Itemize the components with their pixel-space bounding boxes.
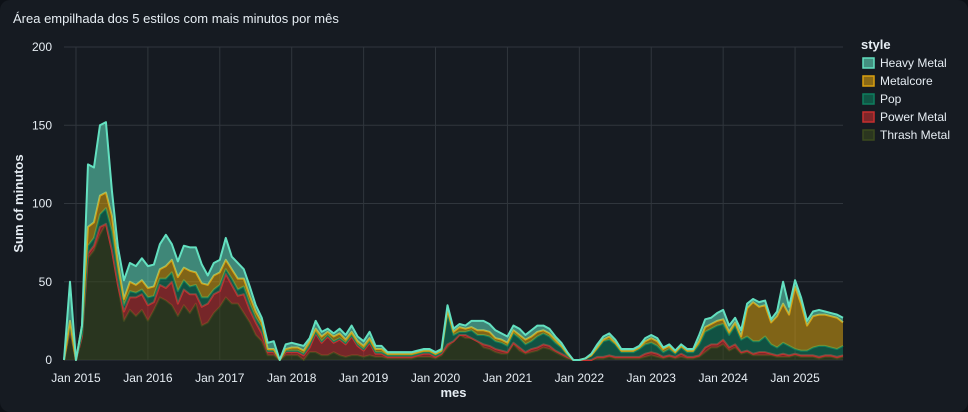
- x-tick-label: Jan 2023: [627, 371, 677, 385]
- legend-swatch[interactable]: [862, 57, 875, 69]
- x-tick-label: Jan 2016: [123, 371, 173, 385]
- y-tick-label: 100: [32, 197, 52, 211]
- area-series-group: [63, 121, 844, 361]
- legend-item-label[interactable]: Pop: [880, 92, 902, 106]
- y-tick-label: 50: [39, 275, 53, 289]
- y-axis-title: Sum of minutos: [11, 154, 26, 252]
- x-axis-ticks: Jan 2015 Jan 2016 Jan 2017 Jan 2018 Jan 2019…: [51, 371, 820, 385]
- y-tick-label: 200: [32, 40, 52, 54]
- y-tick-label: 150: [32, 118, 52, 132]
- line-heavy-metal: [63, 121, 844, 361]
- chart-title: Área empilhada dos 5 estilos com mais mi…: [13, 11, 339, 26]
- x-tick-label: Jan 2015: [51, 371, 101, 385]
- legend-item-label[interactable]: Metalcore: [880, 74, 933, 88]
- legend-swatch[interactable]: [862, 93, 875, 105]
- x-tick-label: Jan 2024: [698, 371, 748, 385]
- x-tick-label: Jan 2025: [770, 371, 820, 385]
- x-tick-label: Jan 2020: [411, 371, 461, 385]
- x-tick-label: Jan 2017: [195, 371, 245, 385]
- x-tick-label: Jan 2018: [267, 371, 317, 385]
- legend-title: style: [861, 37, 891, 52]
- x-tick-label: Jan 2021: [483, 371, 533, 385]
- area-thrash-metal: [64, 223, 843, 360]
- legend-item-label[interactable]: Power Metal: [880, 110, 947, 124]
- legend-swatch[interactable]: [862, 75, 875, 87]
- y-axis-ticks: 0 50 100 150 200: [32, 40, 52, 367]
- legend-swatch[interactable]: [862, 129, 875, 141]
- legend: style Heavy Metal Metalcore Pop Power Metal T…: [861, 37, 950, 142]
- legend-swatch[interactable]: [862, 111, 875, 123]
- legend-item-label[interactable]: Heavy Metal: [880, 56, 947, 70]
- area-pop: [64, 208, 843, 360]
- x-tick-label: Jan 2019: [339, 371, 389, 385]
- legend-item-label[interactable]: Thrash Metal: [880, 128, 950, 142]
- x-tick-label: Jan 2022: [555, 371, 605, 385]
- y-tick-label: 0: [45, 353, 52, 367]
- x-axis-title: mes: [440, 385, 466, 400]
